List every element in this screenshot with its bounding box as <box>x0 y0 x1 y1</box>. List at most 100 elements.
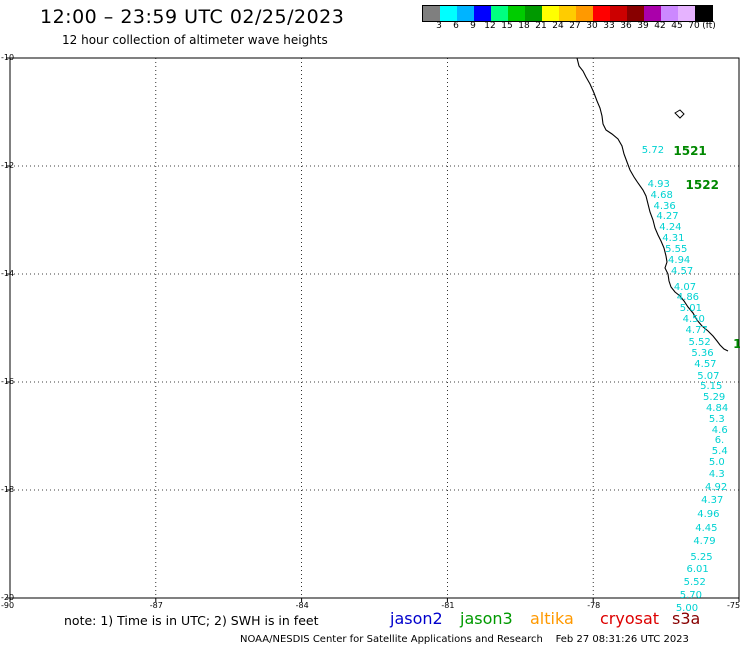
wave-height-value: 4.94 <box>668 254 691 266</box>
legend-label: 70 <box>688 21 700 31</box>
longitude-label: -87 <box>149 601 163 610</box>
wave-height-value: 4.84 <box>705 403 729 414</box>
wave-height-value: 4.68 <box>650 189 673 201</box>
wave-height-value: 5.4 <box>711 446 728 458</box>
latitude-label: -18 <box>1 485 15 494</box>
footer-note: note: 1) Time is in UTC; 2) SWH is in fe… <box>64 613 319 628</box>
map-subtitle: 12 hour collection of altimeter wave hei… <box>62 33 328 47</box>
wave-height-value: 6. <box>714 435 725 447</box>
wave-height-value: 5.55 <box>665 243 688 255</box>
wave-height-value: 5.52 <box>688 337 711 349</box>
credit-line: NOAA/NESDIS Center for Satellite Applica… <box>240 634 689 645</box>
wave-height-value: 4.45 <box>695 522 718 534</box>
legend-label: 15 <box>501 21 513 31</box>
wave-height-value: 4.31 <box>662 232 685 244</box>
wave-height-value: 4.50 <box>682 313 705 325</box>
wave-height-color-legend <box>422 5 713 22</box>
satellite-name-altika: altika <box>530 609 574 628</box>
legend-tick-labels: 3 6 9 12 15 18 21 24 27 30 33 36 39 42 45 70 (ft) <box>422 21 740 35</box>
legend-swatch <box>576 6 593 21</box>
wave-height-value: 4.79 <box>693 536 716 548</box>
wave-height-value: 5.07 <box>697 370 720 382</box>
legend-swatch <box>610 6 627 21</box>
satellite-name-jason2: jason2 <box>390 609 443 628</box>
peru-coastline <box>576 57 729 352</box>
legend-swatch <box>542 6 559 21</box>
legend-label: 9 <box>470 21 476 31</box>
wave-height-value: 5.29 <box>703 392 726 404</box>
wave-height-value: 4.27 <box>656 211 679 223</box>
pass-id-label: 1522 <box>685 177 719 192</box>
wave-height-value: 5.25 <box>690 551 713 563</box>
legend-swatch <box>678 6 695 21</box>
legend-swatch <box>440 6 457 21</box>
wave-height-value: 4.37 <box>701 494 724 506</box>
legend-label: 18 <box>518 21 530 31</box>
wave-height-value: 4.57 <box>670 266 694 278</box>
wave-height-value: 4.3 <box>708 468 725 480</box>
legend-label: 12 <box>484 21 496 31</box>
wave-height-value: 5.36 <box>691 347 714 359</box>
legend-label: 30 <box>586 21 598 31</box>
latitude-label: -20 <box>1 593 15 602</box>
satellite-name-s3a: s3a <box>672 609 701 628</box>
wave-height-value: 5.15 <box>700 381 723 393</box>
wave-height-value: 6.01 <box>686 563 709 575</box>
legend-label: 21 <box>535 21 547 31</box>
legend-swatch <box>491 6 508 21</box>
wave-height-value: 4.86 <box>676 292 700 304</box>
legend-swatch <box>661 6 678 21</box>
legend-label: 27 <box>569 21 581 31</box>
lat-lon-gridlines <box>10 58 739 598</box>
longitude-label: -81 <box>441 601 455 610</box>
longitude-label: -84 <box>295 601 309 610</box>
satellite-name-jason3: jason3 <box>460 609 513 628</box>
wave-height-value: 4.92 <box>704 482 728 494</box>
wave-height-value: 4.36 <box>653 200 676 212</box>
legend-label: 6 <box>453 21 459 31</box>
generated-timestamp: Feb 27 08:31:26 UTC 2023 <box>555 634 689 645</box>
map-title: 12:00 – 23:59 UTC 02/25/2023 <box>40 6 345 28</box>
credit-text: NOAA/NESDIS Center for Satellite Applica… <box>240 634 543 645</box>
legend-swatch <box>559 6 576 21</box>
latitude-label: -16 <box>1 377 15 386</box>
legend-swatch <box>695 6 712 21</box>
pass-id-label: 1521 <box>673 144 707 159</box>
legend-label: 39 <box>637 21 649 31</box>
legend-unit: (ft) <box>702 21 716 31</box>
wave-height-value: 5.70 <box>679 590 702 602</box>
longitude-label: -75 <box>727 601 740 610</box>
legend-swatch <box>593 6 610 21</box>
wave-height-value: 5.52 <box>683 576 706 588</box>
wave-height-value: 4.77 <box>685 324 708 336</box>
latitude-label: -14 <box>1 269 15 278</box>
legend-label: 42 <box>654 21 666 31</box>
longitude-label: -90 <box>1 601 15 610</box>
legend-label: 45 <box>671 21 683 31</box>
legend-swatch <box>627 6 644 21</box>
island-outline <box>674 109 685 119</box>
wave-height-value: 4.07 <box>673 281 697 293</box>
legend-swatch <box>457 6 474 21</box>
map-frame <box>9 57 740 599</box>
wave-height-value: 5.72 <box>641 145 665 157</box>
wave-height-value: 5.3 <box>708 413 725 425</box>
legend-swatch <box>423 6 440 21</box>
wave-height-value: 4.93 <box>647 178 670 190</box>
legend-label: 24 <box>552 21 564 31</box>
legend-label: 33 <box>603 21 615 31</box>
legend-swatch <box>474 6 491 21</box>
legend-swatch <box>644 6 661 21</box>
pass-id-label: 1 <box>733 337 740 352</box>
satellite-name-cryosat: cryosat <box>600 609 660 628</box>
longitude-label: -78 <box>587 601 601 610</box>
legend-label: 3 <box>436 21 442 31</box>
wave-height-value: 4.57 <box>694 358 717 370</box>
latitude-label: -10 <box>1 53 15 62</box>
wave-height-value: 4.6 <box>711 424 728 436</box>
latitude-label: -12 <box>1 161 15 170</box>
wave-height-value: 5.00 <box>675 603 699 615</box>
wave-height-value: 5.01 <box>679 303 702 315</box>
frame-ticks <box>6 57 740 602</box>
